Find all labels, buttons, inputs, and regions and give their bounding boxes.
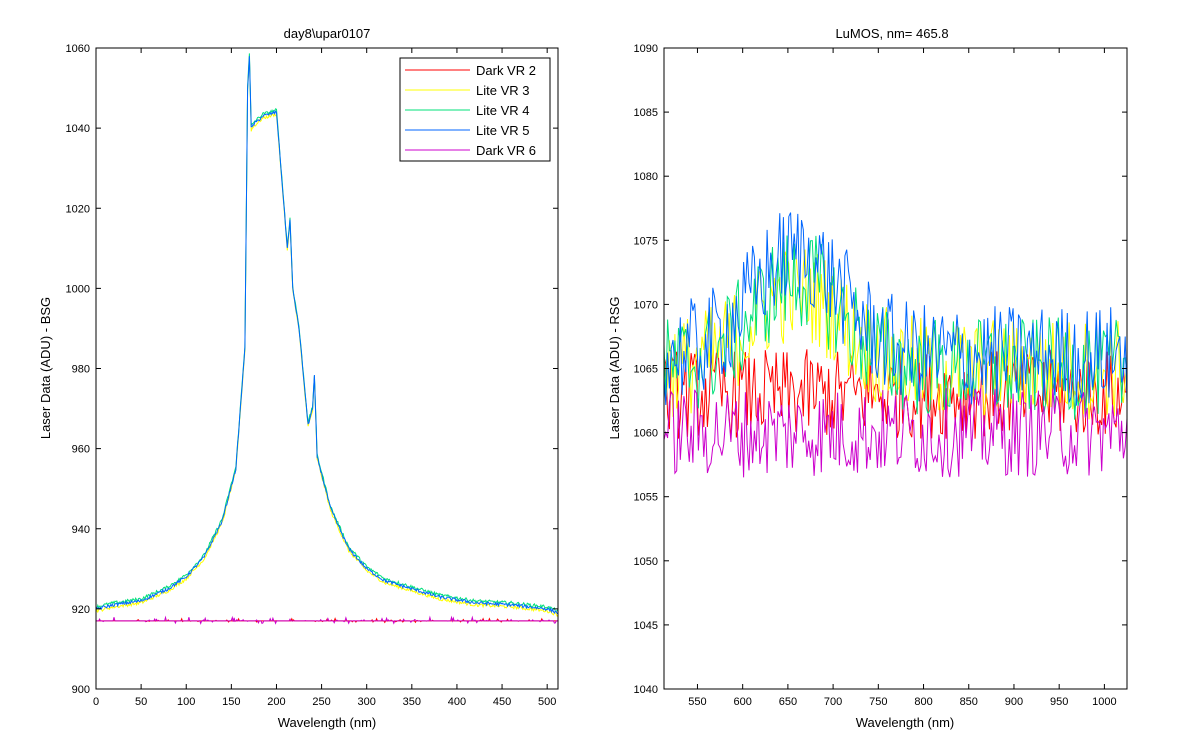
x-tick-label: 1000 — [1092, 696, 1116, 708]
right-x-axis-label: Wavelength (nm) — [856, 715, 955, 730]
series-line-dark-vr-6 — [96, 615, 558, 625]
series-line-lite-vr-5 — [663, 212, 1128, 406]
y-tick-label: 1090 — [634, 43, 658, 55]
series-line-dark-vr-6 — [663, 388, 1128, 478]
x-tick-label: 500 — [538, 696, 556, 708]
legend-entry: Lite VR 5 — [476, 123, 529, 138]
y-tick-label: 1040 — [634, 684, 658, 696]
x-tick-label: 950 — [1050, 696, 1068, 708]
y-tick-label: 1060 — [66, 43, 90, 55]
left-chart-title: day8\upar0107 — [284, 26, 371, 41]
x-tick-label: 750 — [869, 696, 887, 708]
left-y-axis-label: Laser Data (ADU) - BSG — [38, 297, 53, 439]
x-tick-label: 450 — [493, 696, 511, 708]
x-tick-label: 700 — [824, 696, 842, 708]
series-line-lite-vr-5 — [95, 56, 559, 615]
x-tick-label: 400 — [448, 696, 466, 708]
y-tick-label: 980 — [72, 364, 90, 376]
x-tick-label: 200 — [267, 696, 285, 708]
y-tick-label: 1020 — [66, 203, 90, 215]
x-tick-label: 50 — [135, 696, 147, 708]
y-tick-label: 1065 — [634, 364, 658, 376]
right-plot-series — [663, 212, 1128, 478]
left-x-axis-label: Wavelength (nm) — [278, 715, 377, 730]
x-tick-label: 150 — [222, 696, 240, 708]
y-tick-label: 1075 — [634, 235, 658, 247]
right-chart-title: LuMOS, nm= 465.8 — [835, 26, 948, 41]
x-tick-label: 100 — [177, 696, 195, 708]
legend-entry: Dark VR 2 — [476, 63, 536, 78]
y-tick-label: 940 — [72, 524, 90, 536]
x-tick-label: 900 — [1005, 696, 1023, 708]
x-tick-label: 850 — [960, 696, 978, 708]
x-tick-label: 0 — [93, 696, 99, 708]
y-tick-label: 1055 — [634, 492, 658, 504]
legend-entry: Lite VR 3 — [476, 83, 529, 98]
right-y-axis-label: Laser Data (ADU) - RSG — [607, 296, 622, 439]
y-tick-label: 920 — [72, 604, 90, 616]
x-tick-label: 800 — [914, 696, 932, 708]
x-tick-label: 350 — [403, 696, 421, 708]
series-line-lite-vr-4 — [663, 235, 1128, 420]
y-tick-label: 960 — [72, 444, 90, 456]
x-tick-label: 650 — [779, 696, 797, 708]
left-chart: day8\upar0107 0 50 100 150 200 250 300 350 400 45… — [38, 26, 559, 730]
y-tick-label: 1085 — [634, 107, 658, 119]
x-tick-label: 250 — [312, 696, 330, 708]
legend: Dark VR 2 Lite VR 3 Lite VR 4 Lite VR 5 Dark… — [399, 57, 551, 162]
left-axis-ticks: 0 50 100 150 200 250 300 350 400 450 500 900 920 940 9… — [66, 43, 558, 708]
legend-entry: Dark VR 6 — [476, 143, 536, 158]
x-tick-label: 600 — [733, 696, 751, 708]
left-plot-series — [95, 53, 559, 625]
y-tick-label: 1000 — [66, 283, 90, 295]
x-tick-label: 300 — [358, 696, 376, 708]
x-tick-label: 550 — [688, 696, 706, 708]
y-tick-label: 1040 — [66, 123, 90, 135]
right-chart: LuMOS, nm= 465.8 550 600 650 700 750 800 850 90… — [607, 26, 1128, 730]
right-axis-ticks: 550 600 650 700 750 800 850 900 950 1000 1040 1045 1… — [634, 43, 1127, 708]
y-tick-label: 1070 — [634, 299, 658, 311]
y-tick-label: 900 — [72, 684, 90, 696]
y-tick-label: 1050 — [634, 556, 658, 568]
y-tick-label: 1045 — [634, 620, 658, 632]
y-tick-label: 1060 — [634, 428, 658, 440]
y-tick-label: 1080 — [634, 171, 658, 183]
legend-entry: Lite VR 4 — [476, 103, 529, 118]
